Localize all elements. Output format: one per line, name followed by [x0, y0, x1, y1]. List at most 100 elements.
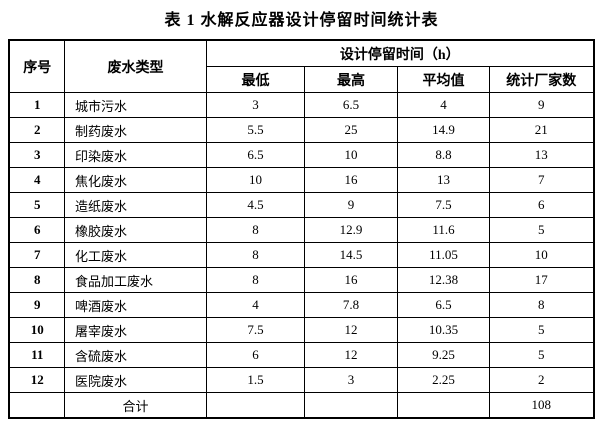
table-row: 10 屠宰废水 7.5 12 10.35 5	[8, 317, 595, 343]
table-body: 1 城市污水 3 6.5 4 9 2 制药废水 5.5 25 14.9 21 3…	[8, 92, 595, 419]
serial-cell: 8	[8, 267, 65, 293]
count-cell: 13	[488, 142, 595, 168]
table-row: 2 制药废水 5.5 25 14.9 21	[8, 117, 595, 143]
table-row: 6 橡胶废水 8 12.9 11.6 5	[8, 217, 595, 243]
avg-cell: 6.5	[396, 292, 490, 318]
table-row: 3 印染废水 6.5 10 8.8 13	[8, 142, 595, 168]
summary-empty-max-cell	[303, 392, 398, 419]
wastewater-type-cell: 医院废水	[63, 367, 207, 393]
avg-cell: 9.25	[396, 342, 490, 368]
table-row: 4 焦化废水 10 16 13 7	[8, 167, 595, 193]
wastewater-type-cell: 印染废水	[63, 142, 207, 168]
min-cell: 1.5	[205, 367, 305, 393]
header-retention-time-group: 设计停留时间（h）	[205, 39, 595, 67]
min-cell: 4	[205, 292, 305, 318]
table-row: 7 化工废水 8 14.5 11.05 10	[8, 242, 595, 268]
min-cell: 5.5	[205, 117, 305, 143]
count-cell: 10	[488, 242, 595, 268]
min-cell: 6	[205, 342, 305, 368]
serial-cell: 3	[8, 142, 65, 168]
wastewater-type-cell: 屠宰废水	[63, 317, 207, 343]
summary-empty-serial-cell	[8, 392, 65, 419]
min-cell: 4.5	[205, 192, 305, 218]
wastewater-type-cell: 含硫废水	[63, 342, 207, 368]
max-cell: 16	[303, 267, 398, 293]
count-cell: 7	[488, 167, 595, 193]
avg-cell: 7.5	[396, 192, 490, 218]
total-plant-count-cell: 108	[488, 392, 595, 419]
header-serial: 序号	[8, 39, 65, 93]
max-cell: 12.9	[303, 217, 398, 243]
header-min: 最低	[205, 66, 305, 93]
count-cell: 17	[488, 267, 595, 293]
wastewater-type-cell: 食品加工废水	[63, 267, 207, 293]
serial-cell: 10	[8, 317, 65, 343]
wastewater-type-cell: 化工废水	[63, 242, 207, 268]
avg-cell: 4	[396, 92, 490, 118]
header-max: 最高	[303, 66, 398, 93]
max-cell: 7.8	[303, 292, 398, 318]
serial-cell: 9	[8, 292, 65, 318]
count-cell: 9	[488, 92, 595, 118]
max-cell: 6.5	[303, 92, 398, 118]
avg-cell: 12.38	[396, 267, 490, 293]
min-cell: 3	[205, 92, 305, 118]
max-cell: 9	[303, 192, 398, 218]
serial-cell: 12	[8, 367, 65, 393]
max-cell: 25	[303, 117, 398, 143]
avg-cell: 8.8	[396, 142, 490, 168]
header-avg: 平均值	[396, 66, 490, 93]
count-cell: 5	[488, 317, 595, 343]
avg-cell: 14.9	[396, 117, 490, 143]
wastewater-type-cell: 城市污水	[63, 92, 207, 118]
serial-cell: 7	[8, 242, 65, 268]
wastewater-type-cell: 制药废水	[63, 117, 207, 143]
retention-time-table: 序号 废水类型 设计停留时间（h） 最低 最高 平均值 统计厂家数 1 城市污水…	[8, 39, 595, 419]
max-cell: 12	[303, 342, 398, 368]
serial-cell: 2	[8, 117, 65, 143]
avg-cell: 11.05	[396, 242, 490, 268]
max-cell: 3	[303, 367, 398, 393]
table-row: 11 含硫废水 6 12 9.25 5	[8, 342, 595, 368]
count-cell: 21	[488, 117, 595, 143]
max-cell: 12	[303, 317, 398, 343]
header-row-2: 最低 最高 平均值 统计厂家数	[9, 66, 595, 93]
max-cell: 16	[303, 167, 398, 193]
count-cell: 8	[488, 292, 595, 318]
wastewater-type-cell: 橡胶废水	[63, 217, 207, 243]
table-row: 9 啤酒废水 4 7.8 6.5 8	[8, 292, 595, 318]
summary-label-cell: 合计	[63, 392, 207, 419]
min-cell: 6.5	[205, 142, 305, 168]
table-row: 5 造纸废水 4.5 9 7.5 6	[8, 192, 595, 218]
header-plant-count: 统计厂家数	[488, 66, 595, 93]
wastewater-type-cell: 造纸废水	[63, 192, 207, 218]
avg-cell: 2.25	[396, 367, 490, 393]
avg-cell: 10.35	[396, 317, 490, 343]
table-row: 12 医院废水 1.5 3 2.25 2	[8, 367, 595, 393]
wastewater-type-cell: 啤酒废水	[63, 292, 207, 318]
serial-cell: 6	[8, 217, 65, 243]
serial-cell: 1	[8, 92, 65, 118]
min-cell: 8	[205, 267, 305, 293]
count-cell: 5	[488, 342, 595, 368]
avg-cell: 11.6	[396, 217, 490, 243]
min-cell: 8	[205, 242, 305, 268]
wastewater-type-cell: 焦化废水	[63, 167, 207, 193]
count-cell: 5	[488, 217, 595, 243]
max-cell: 14.5	[303, 242, 398, 268]
serial-cell: 11	[8, 342, 65, 368]
min-cell: 8	[205, 217, 305, 243]
min-cell: 10	[205, 167, 305, 193]
max-cell: 10	[303, 142, 398, 168]
serial-cell: 5	[8, 192, 65, 218]
table-header: 序号 废水类型 设计停留时间（h） 最低 最高 平均值 统计厂家数	[8, 39, 595, 93]
header-wastewater-type: 废水类型	[63, 39, 207, 93]
table-row: 1 城市污水 3 6.5 4 9	[8, 92, 595, 118]
summary-empty-avg-cell	[396, 392, 490, 419]
count-cell: 2	[488, 367, 595, 393]
header-row-1: 序号 废水类型 设计停留时间（h）	[8, 39, 595, 93]
table-title: 表 1 水解反应器设计停留时间统计表	[164, 12, 439, 29]
min-cell: 7.5	[205, 317, 305, 343]
serial-cell: 4	[8, 167, 65, 193]
